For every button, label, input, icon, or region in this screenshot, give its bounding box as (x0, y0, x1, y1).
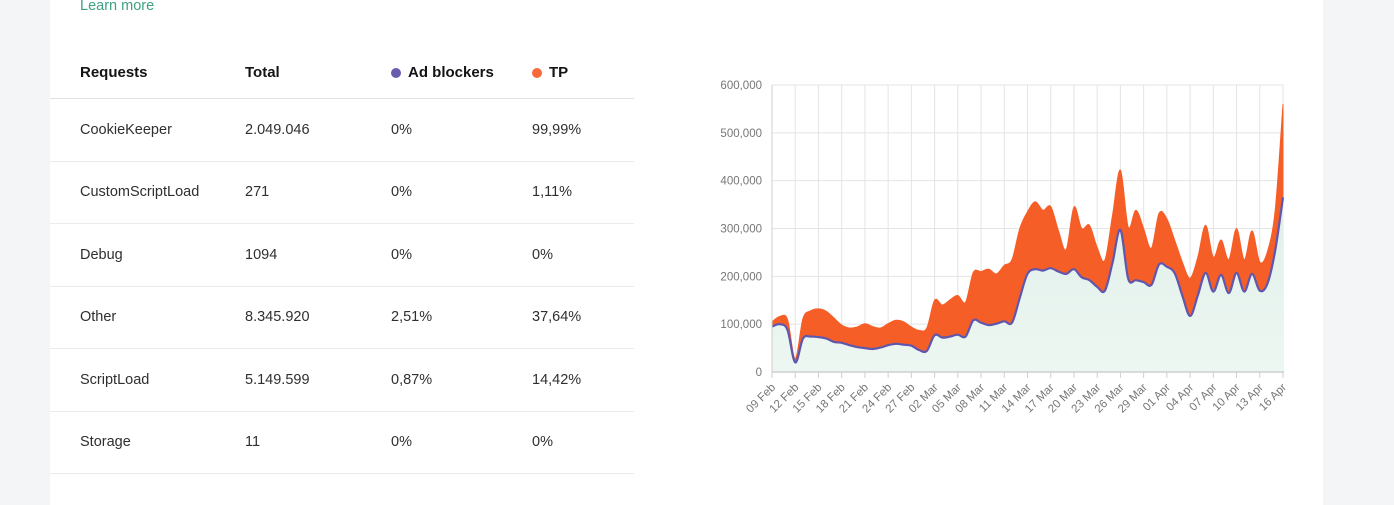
page-gutter-right (1323, 0, 1394, 505)
cell-ad_blockers: 0% (391, 434, 412, 451)
cell-total: 5.149.599 (245, 371, 310, 388)
cell-name: Debug (80, 246, 123, 263)
table-row: Debug 1094 0% 0% (50, 224, 634, 287)
requests-table-header: Requests Total Ad blockers TP (50, 47, 634, 99)
cell-total: 8.345.920 (245, 309, 310, 326)
svg-text:100,000: 100,000 (720, 319, 762, 331)
table-row: ScriptLoad 5.149.599 0,87% 14,42% (50, 349, 634, 412)
svg-text:400,000: 400,000 (720, 176, 762, 188)
cell-tp: 0% (532, 434, 553, 451)
cell-ad_blockers: 0% (391, 246, 412, 263)
table-row: Other 8.345.920 2,51% 37,64% (50, 287, 634, 349)
svg-text:600,000: 600,000 (720, 80, 762, 92)
svg-text:500,000: 500,000 (720, 128, 762, 140)
tp-legend-dot-icon (532, 67, 542, 78)
cell-total: 271 (245, 184, 270, 201)
ad-blockers-legend-label: Ad blockers (408, 64, 494, 81)
cell-name: ScriptLoad (80, 371, 150, 388)
svg-text:200,000: 200,000 (720, 271, 762, 283)
requests-table-body: CookieKeeper 2.049.046 0% 99,99% CustomScrip… (50, 99, 634, 474)
traffic-area-chart: 0 100,000 200,000 300,000 400,000 500,000 600,… (700, 60, 1380, 505)
cell-tp: 37,64% (532, 309, 582, 326)
cell-tp: 0% (532, 246, 553, 263)
table-row: Storage 11 0% 0% (50, 412, 634, 474)
cell-ad_blockers: 0% (391, 184, 412, 201)
traffic-area-chart-svg: 0 100,000 200,000 300,000 400,000 500,000 600,… (720, 80, 1289, 415)
column-header-total: Total (245, 64, 280, 81)
svg-text:300,000: 300,000 (720, 224, 762, 236)
cell-total: 11 (245, 434, 261, 451)
cell-name: Storage (80, 434, 131, 451)
requests-table: Requests Total Ad blockers TP CookieKeep… (50, 47, 634, 474)
cell-name: CookieKeeper (80, 121, 172, 138)
tp-legend-label: TP (549, 64, 569, 81)
cell-tp: 99,99% (532, 121, 582, 138)
cell-total: 1094 (245, 246, 278, 263)
cell-name: CustomScriptLoad (80, 184, 200, 201)
cell-tp: 1,11% (532, 184, 573, 201)
column-header-requests: Requests (80, 64, 148, 81)
cell-ad_blockers: 2,51% (391, 309, 433, 326)
cell-name: Other (80, 309, 117, 326)
cell-ad_blockers: 0,87% (391, 371, 433, 388)
cell-ad_blockers: 0% (391, 121, 412, 138)
column-header-tp: TP (532, 64, 634, 81)
table-row: CustomScriptLoad 271 0% 1,11% (50, 162, 634, 224)
table-row: CookieKeeper 2.049.046 0% 99,99% (50, 99, 634, 162)
column-header-ad-blockers: Ad blockers (391, 64, 532, 81)
cell-tp: 14,42% (532, 371, 582, 388)
ad-blockers-legend-dot-icon (391, 67, 401, 78)
cell-total: 2.049.046 (245, 121, 310, 138)
page-gutter-left (0, 0, 50, 505)
learn-more-link[interactable]: Learn more (80, 0, 155, 14)
svg-text:0: 0 (756, 367, 762, 379)
